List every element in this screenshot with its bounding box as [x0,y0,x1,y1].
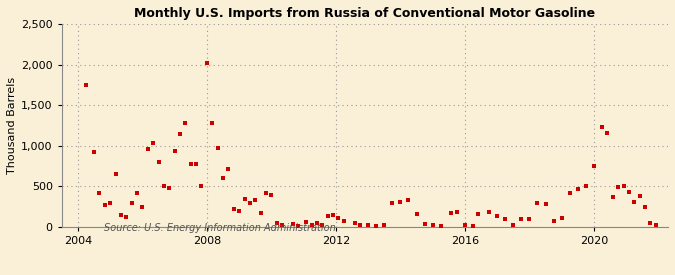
Point [126,200,137,205]
Point [580,184,591,189]
Text: Source: U.S. Energy Information Administration: Source: U.S. Energy Information Administ… [104,223,336,233]
Point [473,212,484,216]
Point [387,201,398,206]
Point [419,222,430,226]
Point [94,191,105,195]
Point [239,196,250,201]
Point [540,202,551,207]
Point [196,183,207,188]
Point [446,211,457,215]
Point [564,191,575,195]
Point [349,221,360,225]
Point [180,121,190,125]
Point [132,191,142,195]
Point [191,161,202,166]
Point [159,184,169,189]
Point [532,200,543,205]
Point [115,213,126,217]
Point [217,176,228,180]
Title: Monthly U.S. Imports from Russia of Conventional Motor Gasoline: Monthly U.S. Imports from Russia of Conv… [134,7,595,20]
Point [435,224,446,229]
Point [223,166,234,171]
Point [153,160,164,164]
Point [142,147,153,151]
Point [484,209,495,214]
Point [312,221,323,225]
Point [317,223,328,228]
Point [403,198,414,202]
Point [339,218,350,223]
Point [613,185,624,189]
Point [110,172,121,176]
Point [186,162,196,167]
Point [556,216,567,220]
Point [452,210,462,214]
Point [634,194,645,198]
Point [500,217,510,221]
Point [234,208,244,213]
Y-axis label: Thousand Barrels: Thousand Barrels [7,77,17,174]
Point [207,121,218,125]
Point [293,224,304,229]
Point [266,193,277,197]
Point [651,222,661,227]
Point [608,195,618,199]
Point [362,223,373,228]
Point [137,205,148,209]
Point [250,198,261,202]
Point [460,222,470,227]
Point [589,164,599,168]
Point [427,222,438,227]
Point [333,216,344,220]
Point [323,214,333,219]
Point [228,207,239,211]
Point [371,224,381,229]
Point [255,211,266,215]
Point [80,82,91,87]
Point [516,217,526,221]
Point [169,148,180,153]
Point [49,176,59,180]
Point [306,222,317,227]
Point [623,190,634,194]
Point [508,223,518,228]
Point [572,187,583,191]
Point [639,205,650,209]
Point [411,212,422,216]
Point [212,146,223,150]
Point [99,203,110,207]
Point [524,217,535,221]
Point [164,186,175,190]
Point [288,222,298,226]
Point [261,191,271,195]
Point [88,150,99,155]
Point [602,131,613,135]
Point [468,224,479,229]
Point [277,222,288,227]
Point [491,214,502,219]
Point [175,131,186,136]
Point [379,222,389,227]
Point [597,125,608,129]
Point [121,215,132,219]
Point [645,221,655,225]
Point [201,61,212,65]
Point [105,201,115,206]
Point [629,200,640,204]
Point [301,220,312,224]
Point [618,183,629,188]
Point [395,200,406,204]
Point [271,221,282,225]
Point [328,213,339,217]
Point [548,218,559,223]
Point [354,222,365,227]
Point [148,141,159,145]
Point [244,201,255,206]
